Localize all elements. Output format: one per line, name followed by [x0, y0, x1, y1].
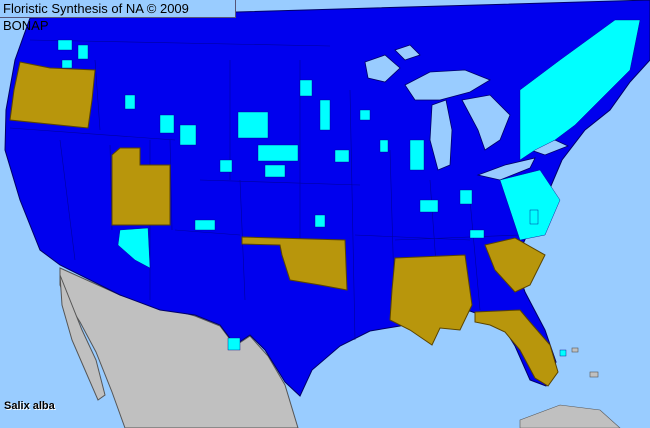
baja-peninsula — [59, 274, 106, 401]
lake-superior — [404, 69, 491, 101]
great-lakes — [364, 44, 570, 181]
state-oklahoma — [241, 236, 348, 291]
state-south-carolina — [484, 237, 546, 293]
county-borders — [9, 39, 521, 341]
state-oregon — [9, 61, 96, 129]
state-utah — [111, 147, 171, 226]
state-florida — [474, 309, 559, 387]
species-name: Salix alba — [4, 400, 55, 412]
lake-michigan — [429, 99, 453, 171]
lake-nipigon-region — [364, 54, 401, 83]
map-title: Floristic Synthesis of NA © 2009 BONAP — [0, 0, 236, 33]
lake-erie — [476, 157, 536, 181]
state-brown — [9, 61, 559, 387]
lake-huron — [461, 94, 511, 151]
caribbean-islands — [519, 347, 621, 428]
state-mississippi-alabama — [389, 254, 473, 346]
county-present-patches — [57, 19, 641, 357]
lake-woods — [394, 44, 421, 61]
